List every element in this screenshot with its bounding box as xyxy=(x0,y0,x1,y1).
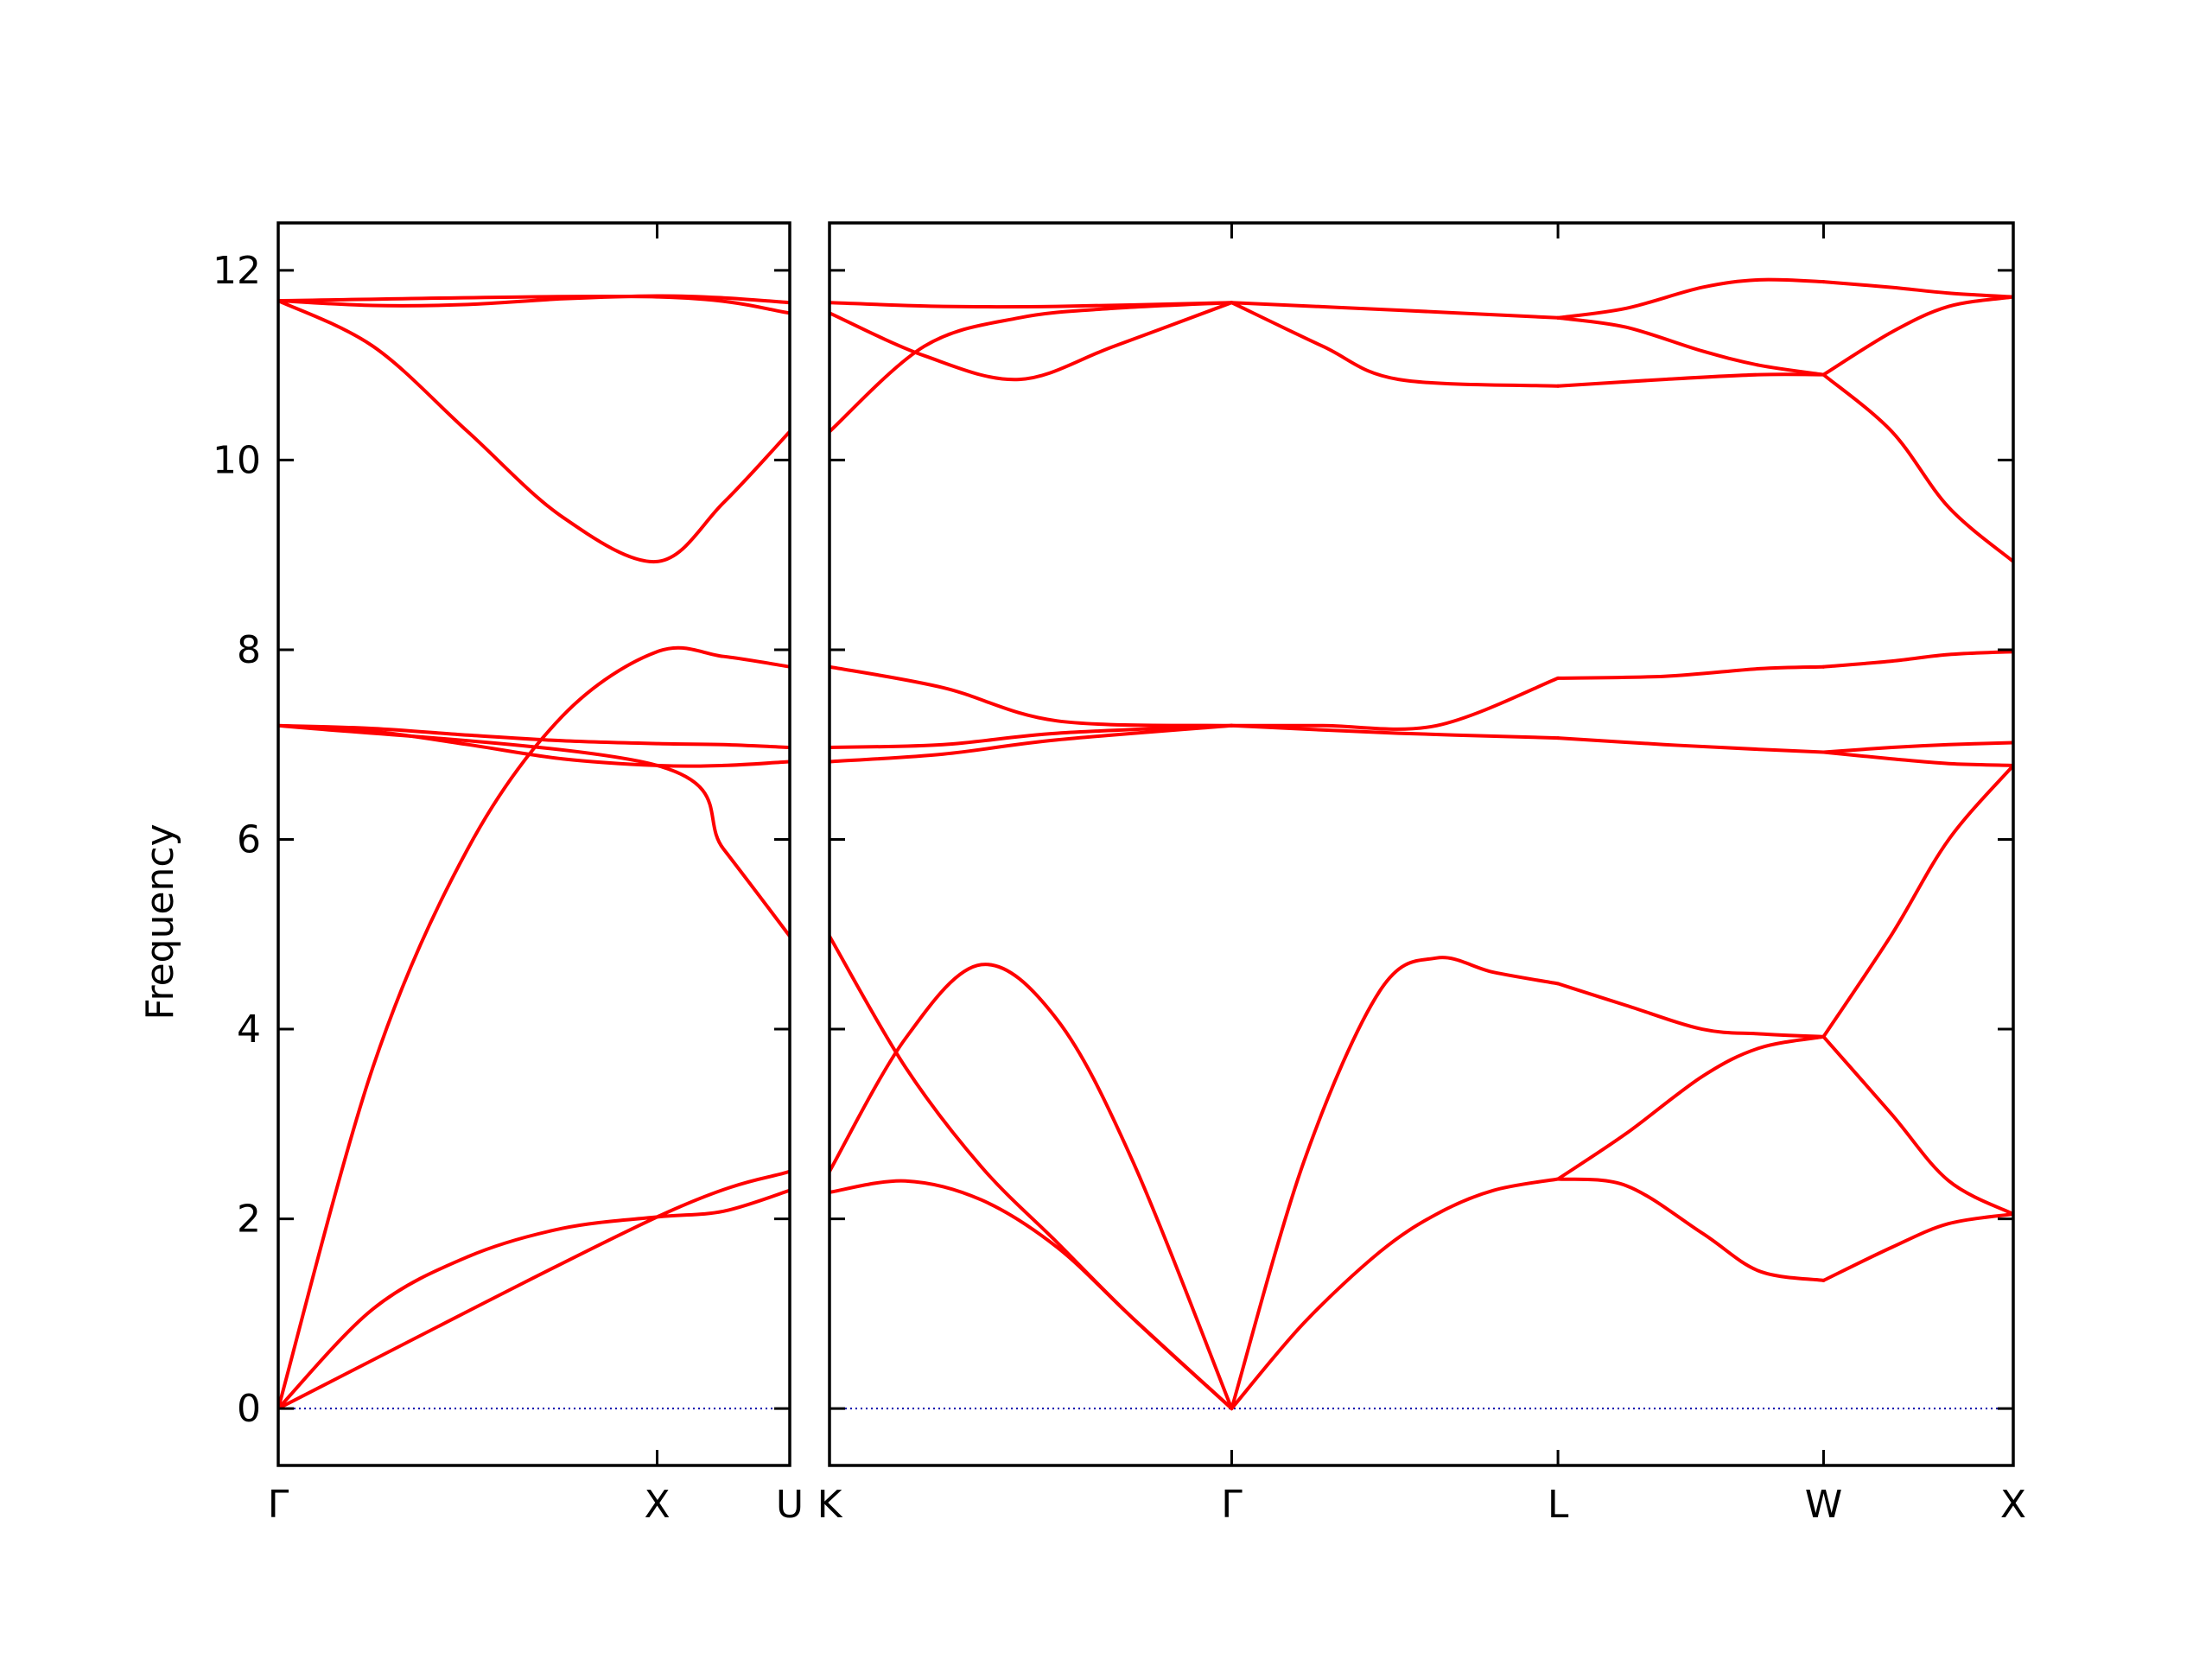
axes-frame xyxy=(828,221,2015,1467)
bands xyxy=(830,277,2013,1411)
band-line xyxy=(1556,982,1826,1039)
band-line xyxy=(1556,372,1826,388)
band-line xyxy=(1821,750,2013,767)
band-line xyxy=(278,1169,790,1411)
band-line xyxy=(830,963,1234,1411)
band-line xyxy=(1556,1034,1826,1181)
band-line xyxy=(830,301,1234,434)
band-line xyxy=(278,294,790,308)
x-tick-label: X xyxy=(644,1483,670,1527)
y-tick-label: 8 xyxy=(237,628,261,672)
x-tick-label: K xyxy=(817,1483,843,1527)
band-line xyxy=(1821,372,2013,563)
band-line xyxy=(1821,295,2013,377)
band-line xyxy=(1556,664,1826,680)
band-line xyxy=(278,299,790,563)
panels-layer: 0 2 4 6 8 10 12 Γ X U K Γ L W X xyxy=(213,221,2026,1527)
axes-frame xyxy=(276,221,791,1467)
x-tick-label: Γ xyxy=(268,1483,289,1527)
band-line xyxy=(1821,741,2013,754)
band-line xyxy=(1556,736,1826,754)
y-tick-label: 10 xyxy=(213,438,261,482)
x-tick-label: L xyxy=(1548,1483,1569,1527)
band-line xyxy=(1556,277,1826,320)
band-line xyxy=(1230,723,1560,741)
band-line xyxy=(278,645,790,1411)
band-line xyxy=(1821,1212,2013,1282)
band-line xyxy=(278,723,790,768)
band-line xyxy=(830,301,1234,382)
y-tick-label: 4 xyxy=(237,1007,261,1052)
band-line xyxy=(830,664,1234,728)
band-line xyxy=(278,295,790,315)
band-line xyxy=(1556,315,1826,377)
band-line xyxy=(830,934,1234,1411)
band-line xyxy=(1230,1177,1560,1411)
band-line xyxy=(1230,301,1560,388)
bands xyxy=(278,294,790,1411)
panel-gamma-x-u: 0 2 4 6 8 10 12 Γ X U xyxy=(213,221,804,1527)
band-line xyxy=(278,723,790,749)
x-tick-label: X xyxy=(2000,1483,2026,1527)
y-tick-label: 6 xyxy=(237,818,261,862)
band-line xyxy=(1230,676,1560,731)
band-line xyxy=(830,301,1234,309)
band-line xyxy=(1821,763,2013,1039)
y-tick-label: 12 xyxy=(213,249,261,293)
band-line xyxy=(278,1188,790,1411)
band-line xyxy=(830,723,1234,749)
band-line xyxy=(830,723,1234,764)
band-line xyxy=(1230,301,1560,320)
y-tick-label: 2 xyxy=(237,1198,261,1242)
x-tick-label: W xyxy=(1805,1483,1843,1527)
band-line xyxy=(1230,956,1560,1411)
x-tick-label: Γ xyxy=(1221,1483,1243,1527)
band-line xyxy=(1821,650,2013,669)
band-line xyxy=(1821,280,2013,299)
y-axis-label: Frequency xyxy=(138,823,182,1020)
y-tick-label: 0 xyxy=(237,1387,261,1431)
band-line xyxy=(1821,1034,2013,1217)
band-line xyxy=(1556,1177,1826,1282)
x-tick-label: U xyxy=(776,1483,804,1527)
band-line xyxy=(278,723,790,938)
